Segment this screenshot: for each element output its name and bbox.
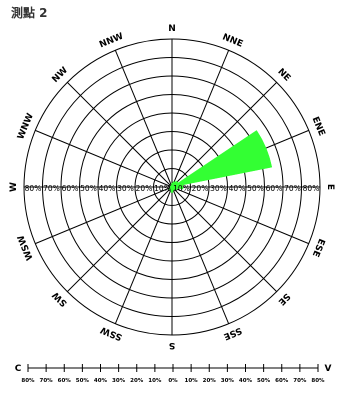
bottom-axis-tick-label: 30% (221, 378, 235, 384)
chart-title: 測點 2 (11, 6, 48, 20)
radial-tick-right-30%: 30% (210, 184, 227, 193)
direction-label-SE: SE (276, 291, 292, 307)
bottom-axis-tick-label: 70% (40, 378, 54, 384)
radial-tick-right-50%: 50% (247, 184, 264, 193)
radial-tick-left-60%: 60% (62, 184, 79, 193)
direction-label-W: W (9, 182, 19, 192)
direction-label-S: S (169, 340, 175, 350)
petal-E (171, 184, 184, 190)
direction-label-SSE: SSE (222, 325, 243, 341)
bottom-axis-tick-label: 60% (58, 378, 72, 384)
bottom-axis-right-label: V (325, 364, 332, 374)
radial-tick-left-80%: 80% (25, 184, 42, 193)
radial-tick-right-20%: 20% (192, 184, 209, 193)
bottom-axis-tick-label: 40% (94, 378, 108, 384)
bottom-axis-tick-label: 70% (293, 378, 307, 384)
bottom-axis-left-label: C (15, 364, 22, 374)
direction-label-SSW: SSW (99, 324, 124, 342)
direction-label-ENE: ENE (310, 115, 327, 137)
spoke-SSW (114, 186, 173, 324)
radial-tick-left-40%: 40% (99, 184, 116, 193)
bottom-axis-tick-label: 50% (257, 378, 271, 384)
spoke-WSW (35, 186, 173, 245)
spoke-NNE (171, 50, 230, 188)
petal-ENE (171, 130, 273, 188)
bottom-axis-tick-label: 80% (21, 378, 35, 384)
bottom-axis-tick-label: 60% (275, 378, 289, 384)
radial-tick-left-70%: 70% (43, 184, 60, 193)
radial-tick-labels: 10%10% 20%20% 30%30% 40%40% 50%50% 60%60% 70%7… (25, 184, 320, 193)
spoke-SW (66, 186, 173, 293)
bottom-axis-tick-label: 0% (168, 378, 178, 384)
radial-tick-right-70%: 70% (284, 184, 301, 193)
direction-label-ESE: ESE (310, 237, 326, 258)
direction-label-N: N (168, 24, 176, 34)
bottom-axis-tick-label: 80% (311, 378, 325, 384)
spoke-NNW (114, 50, 173, 188)
radial-tick-left-50%: 50% (80, 184, 97, 193)
radial-tick-left-10%: 10% (154, 184, 171, 193)
spoke-ESE (171, 186, 309, 245)
bottom-axis-tick-label: 40% (239, 378, 253, 384)
radial-tick-right-40%: 40% (229, 184, 246, 193)
bottom-axis-tick-label: 10% (185, 378, 199, 384)
bottom-scale-axis: 80% 70% 60% 50% 40% 30% 20% 10% 0% 10% 20% 30% 40% 50… (15, 364, 332, 384)
direction-label-SW: SW (51, 289, 70, 308)
petal-S (170, 186, 174, 193)
bottom-axis-tick-label: 20% (130, 378, 144, 384)
bottom-axis-tick-label: 20% (203, 378, 217, 384)
direction-label-E: E (325, 184, 335, 190)
bottom-axis-tick-label: 50% (76, 378, 90, 384)
radial-tick-right-60%: 60% (266, 184, 283, 193)
petal-NNW (170, 184, 173, 188)
spoke-SSE (171, 186, 230, 324)
direction-label-NNE: NNE (221, 32, 244, 49)
direction-label-NE: NE (275, 67, 292, 84)
spoke-SE (171, 186, 278, 293)
bottom-axis-tick-label: 10% (148, 378, 162, 384)
radial-tick-left-20%: 20% (136, 184, 153, 193)
spoke-WNW (35, 129, 173, 188)
bottom-axis-tick-label: 30% (112, 378, 126, 384)
radial-tick-right-10%: 10% (173, 184, 190, 193)
spoke-NE (171, 81, 278, 188)
radial-tick-right-80%: 80% (303, 184, 320, 193)
radial-tick-left-30%: 30% (117, 184, 134, 193)
wind-petals (168, 130, 273, 193)
spoke-NW (66, 81, 173, 188)
